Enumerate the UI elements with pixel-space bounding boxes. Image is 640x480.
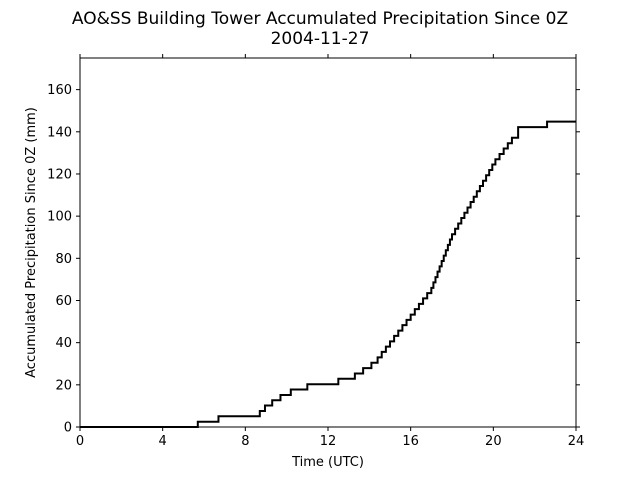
y-tick-label: 140 bbox=[47, 125, 72, 140]
x-tick-label: 8 bbox=[241, 434, 249, 449]
x-tick-label: 24 bbox=[568, 434, 585, 449]
x-tick-label: 12 bbox=[320, 434, 337, 449]
y-tick-label: 60 bbox=[55, 294, 72, 309]
y-tick-label: 160 bbox=[47, 83, 72, 98]
x-tick-label: 4 bbox=[159, 434, 167, 449]
y-axis-label: Accumulated Precipitation Since 0Z (mm) bbox=[24, 107, 39, 378]
y-tick-label: 120 bbox=[47, 167, 72, 182]
y-tick-label: 80 bbox=[55, 252, 72, 267]
x-axis-label: Time (UTC) bbox=[291, 455, 364, 470]
x-tick-label: 20 bbox=[485, 434, 502, 449]
y-tick-label: 40 bbox=[55, 336, 72, 351]
plot-series bbox=[80, 120, 576, 428]
chart-title: AO&SS Building Tower Accumulated Precipi… bbox=[72, 9, 568, 29]
x-tick-label: 0 bbox=[76, 434, 84, 449]
chart-subtitle: 2004-11-27 bbox=[271, 29, 370, 49]
x-tick-label: 16 bbox=[402, 434, 419, 449]
y-tick-label: 100 bbox=[47, 210, 72, 225]
y-tick-label: 0 bbox=[64, 421, 72, 436]
precipitation-series-line bbox=[80, 120, 576, 428]
y-tick-label: 20 bbox=[55, 378, 72, 393]
plot-frame bbox=[79, 57, 577, 428]
axis-ticks: 0 4 8 12 16 20 24 0 20 40 60 80 100 120 140 160 bbox=[47, 54, 584, 449]
